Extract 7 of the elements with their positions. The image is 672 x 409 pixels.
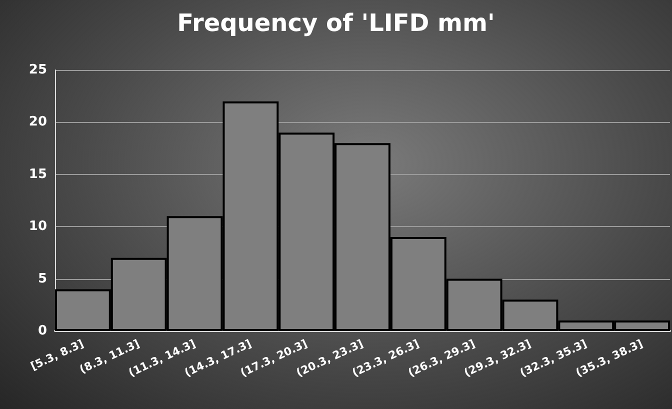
chart-title: Frequency of 'LIFD mm' — [177, 9, 495, 37]
y-tick-label: 10 — [28, 219, 47, 234]
y-tick-label: 15 — [28, 166, 47, 182]
y-tick-label: 0 — [38, 324, 47, 338]
y-tick-label: 5 — [38, 271, 47, 286]
y-tick-label: 25 — [28, 62, 47, 78]
y-tick-label: 20 — [28, 114, 47, 130]
